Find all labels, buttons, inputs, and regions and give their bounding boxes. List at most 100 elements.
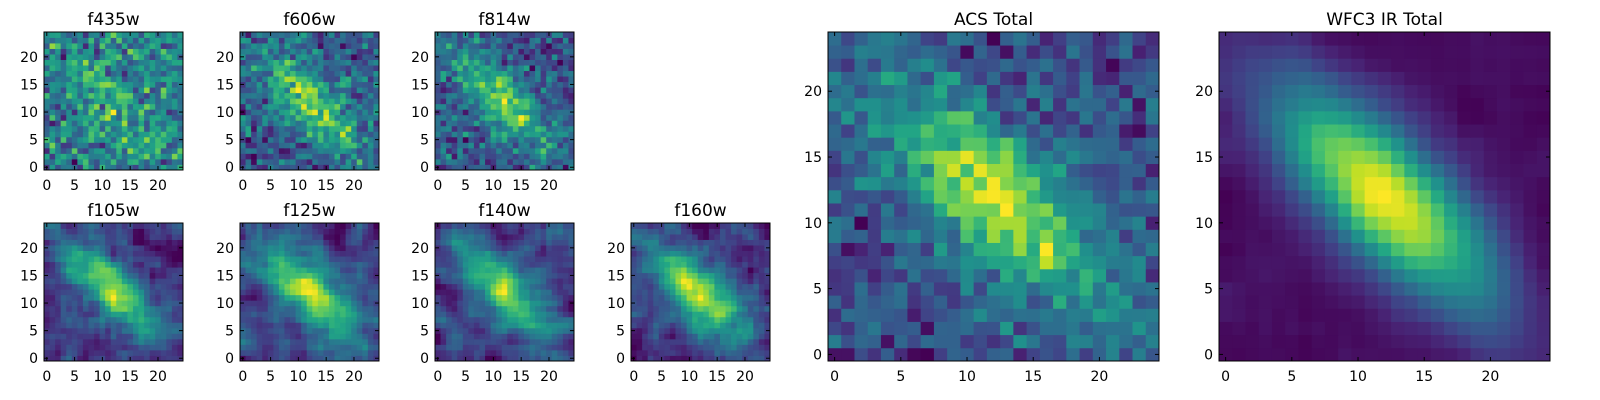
heatmap-cell — [512, 239, 519, 246]
heatmap-cell — [529, 136, 536, 143]
heatmap-cell — [160, 98, 167, 105]
heatmap-cell — [496, 87, 503, 94]
heatmap-cell — [708, 228, 715, 235]
heatmap-cell — [568, 256, 575, 263]
heatmap-cell — [557, 147, 564, 154]
heatmap-cell — [512, 65, 519, 72]
heatmap-cell — [681, 349, 687, 356]
heatmap-cell — [160, 228, 167, 235]
heatmap-cell — [658, 272, 665, 279]
heatmap-cell — [127, 158, 134, 165]
heatmap-cell — [177, 278, 184, 285]
heatmap-cell — [328, 76, 335, 83]
heatmap-cell — [642, 289, 649, 296]
heatmap-cell — [245, 272, 252, 279]
heatmap-cell — [485, 294, 491, 301]
heatmap-cell — [267, 344, 274, 351]
heatmap-cell — [457, 147, 464, 154]
heatmap-cell — [507, 142, 514, 149]
heatmap-cell — [245, 114, 252, 121]
heatmap-cell — [306, 294, 313, 301]
heatmap-cell — [71, 81, 78, 88]
heatmap-cell — [94, 120, 100, 127]
heatmap-cell — [245, 267, 252, 274]
heatmap-cell — [518, 311, 525, 318]
x-tick-label: 15 — [121, 178, 139, 194]
heatmap-cell — [295, 158, 302, 165]
heatmap-cell — [747, 223, 754, 229]
heatmap-cell — [245, 300, 252, 307]
heatmap-cell — [334, 92, 341, 99]
heatmap-cell — [367, 294, 374, 301]
heatmap-cell — [697, 283, 704, 290]
heatmap-cell — [351, 333, 358, 340]
heatmap-cell — [512, 305, 519, 312]
heatmap-cell — [88, 70, 95, 77]
heatmap-cell — [317, 65, 324, 72]
heatmap-cell — [127, 76, 134, 83]
heatmap-cell — [312, 81, 319, 88]
heatmap-cell — [121, 48, 128, 55]
heatmap-cell — [457, 316, 464, 323]
heatmap-cell — [675, 349, 682, 356]
heatmap-cell — [94, 311, 100, 318]
heatmap-cell — [546, 239, 553, 246]
heatmap-cell — [473, 92, 480, 99]
heatmap-cell — [94, 256, 100, 263]
heatmap-cell — [138, 92, 145, 99]
heatmap-cell — [1106, 176, 1120, 191]
heatmap-cell — [568, 153, 575, 160]
heatmap-cell — [451, 289, 458, 296]
panel-title: f160w — [674, 201, 726, 221]
heatmap-cell — [345, 283, 352, 290]
heatmap-cell — [681, 316, 687, 323]
heatmap-cell — [66, 333, 73, 340]
heatmap-cell — [562, 223, 569, 229]
heatmap-cell — [473, 349, 480, 356]
heatmap-cell — [251, 333, 258, 340]
heatmap-cell — [551, 349, 558, 356]
heatmap-cell — [496, 114, 503, 121]
heatmap-cell — [540, 43, 547, 49]
heatmap-cell — [306, 164, 313, 171]
heatmap-cell — [345, 87, 352, 94]
heatmap-cell — [373, 228, 380, 235]
heatmap-cell — [540, 59, 547, 66]
heatmap-cell — [529, 228, 536, 235]
heatmap-cell — [177, 153, 184, 160]
heatmap-cell — [907, 255, 922, 270]
heatmap-cell — [557, 81, 564, 88]
heatmap-cell — [367, 92, 374, 99]
heatmap-cell — [110, 76, 117, 83]
heatmap-cell — [60, 327, 67, 334]
heatmap-cell — [479, 239, 486, 246]
heatmap-cell — [245, 256, 252, 263]
heatmap-cell — [490, 37, 497, 44]
heatmap-cell — [82, 164, 89, 171]
heatmap-cell — [490, 283, 497, 290]
heatmap-cell — [546, 327, 553, 334]
heatmap-cell — [540, 349, 547, 356]
heatmap-cell — [278, 54, 285, 60]
heatmap-cell — [334, 278, 341, 285]
heatmap-cell — [841, 176, 855, 191]
heatmap-cell — [485, 114, 491, 121]
heatmap-cell — [658, 261, 665, 268]
heatmap-cell — [681, 250, 687, 257]
heatmap-cell — [94, 59, 100, 66]
heatmap-cell — [435, 142, 441, 149]
heatmap-cell — [960, 321, 975, 336]
heatmap-cell — [88, 92, 95, 99]
heatmap-cell — [278, 92, 285, 99]
heatmap-cell — [94, 131, 100, 138]
heatmap-cell — [446, 245, 453, 251]
heatmap-cell — [457, 164, 464, 171]
heatmap-cell — [290, 37, 296, 44]
x-tick-label: 5 — [657, 369, 666, 385]
heatmap-cell — [692, 261, 699, 268]
heatmap-cell — [55, 267, 62, 274]
heatmap-cell — [479, 92, 486, 99]
heatmap-cell — [686, 250, 693, 257]
heatmap-cell — [647, 239, 654, 246]
